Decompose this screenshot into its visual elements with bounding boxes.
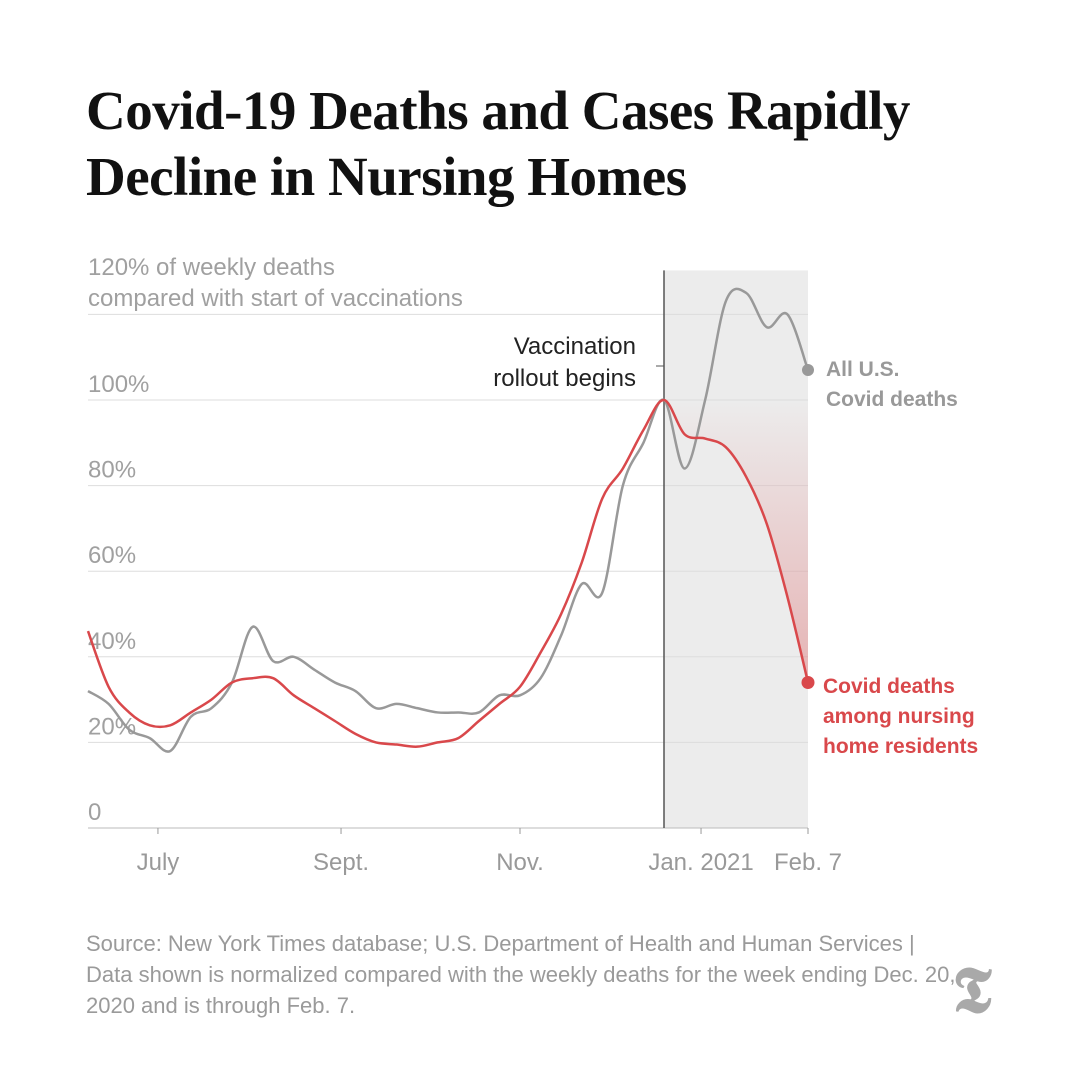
y-tick-label: 20% bbox=[88, 713, 136, 740]
y-tick-label: 80% bbox=[88, 457, 136, 484]
line-chart: 020%40%60%80%100% 120% of weekly deaths … bbox=[86, 254, 978, 876]
series-line-all-us bbox=[87, 287, 810, 753]
annotation-line1: Vaccination bbox=[514, 333, 636, 360]
legend-all-us-line2: Covid deaths bbox=[826, 388, 958, 411]
y-axis-label-line2: compared with start of vaccinations bbox=[88, 285, 463, 312]
series-line-nursing-homes bbox=[86, 398, 810, 748]
y-tick-label: 100% bbox=[88, 371, 149, 398]
legend-nursing-line1: Covid deaths bbox=[823, 675, 955, 698]
x-tick-label: Feb. 7 bbox=[774, 849, 842, 876]
source-note: Source: New York Times database; U.S. De… bbox=[86, 931, 956, 1018]
y-tick-label: 60% bbox=[88, 542, 136, 569]
annotation-line2: rollout begins bbox=[493, 365, 636, 392]
nyt-logo: 𝕿 bbox=[952, 955, 992, 1026]
y-tick-label: 40% bbox=[88, 628, 136, 655]
legend-nursing-line3: home residents bbox=[823, 735, 978, 758]
chart-title: Covid-19 Deaths and Cases Rapidly Declin… bbox=[86, 80, 910, 207]
end-point-nursing-homes bbox=[801, 675, 815, 689]
x-tick-label: July bbox=[137, 849, 180, 876]
x-tick-label: Sept. bbox=[313, 849, 369, 876]
y-axis-label-line1: 120% of weekly deaths bbox=[88, 254, 335, 281]
x-tick-label: Nov. bbox=[496, 849, 544, 876]
y-tick-label: 0 bbox=[88, 799, 101, 826]
legend-nursing-line2: among nursing bbox=[823, 705, 975, 728]
end-point-all-us bbox=[802, 364, 814, 377]
x-tick-label: Jan. 2021 bbox=[648, 849, 753, 876]
legend-all-us-line1: All U.S. bbox=[826, 358, 900, 381]
decline-fill bbox=[664, 400, 808, 683]
